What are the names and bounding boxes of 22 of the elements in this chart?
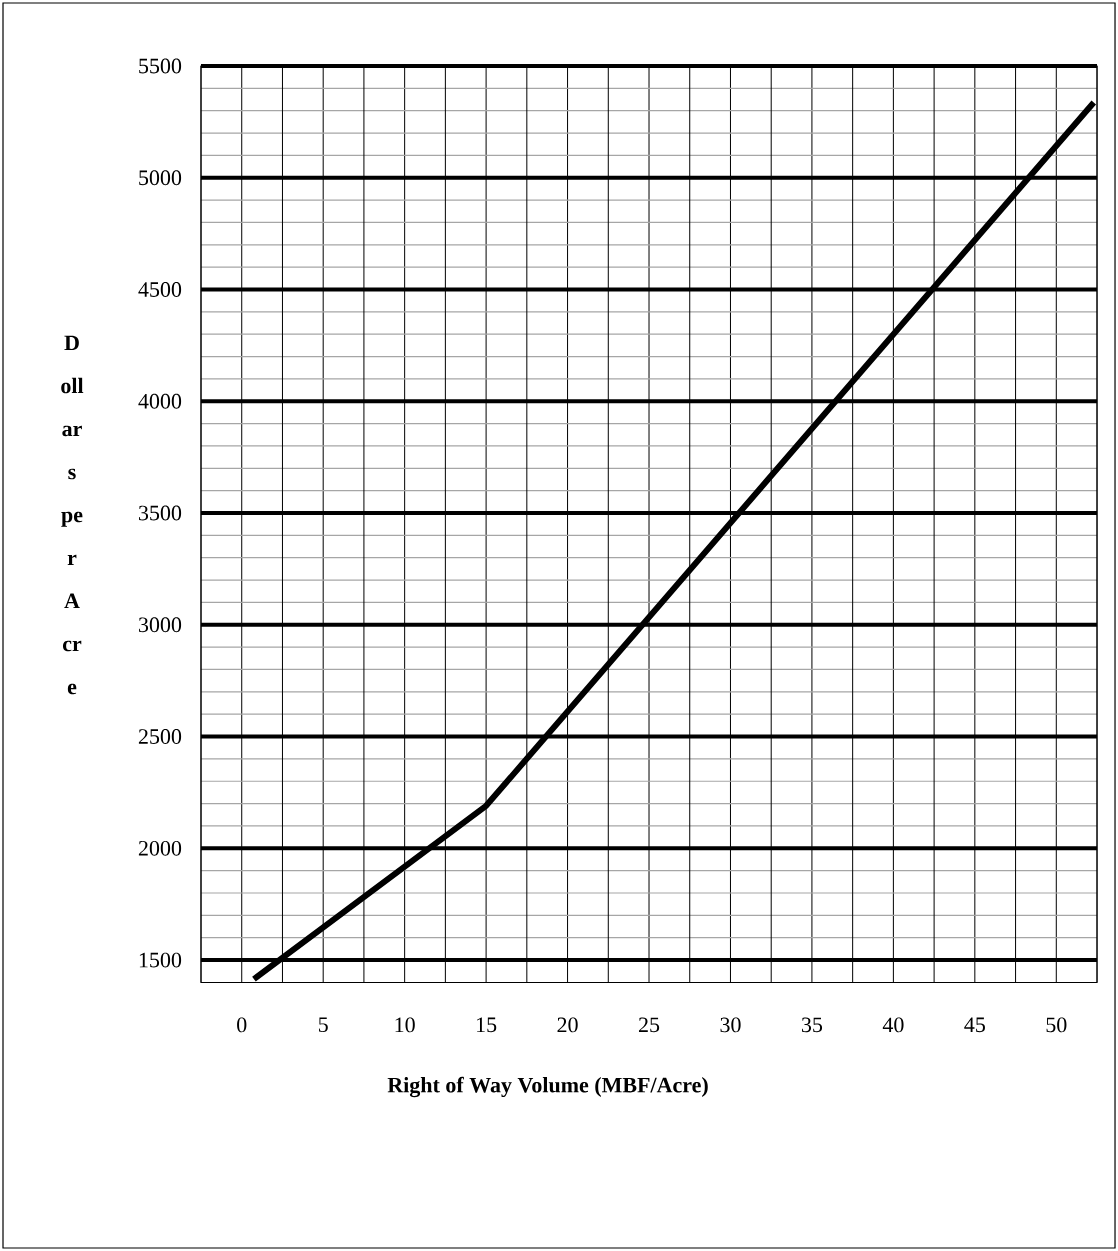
- x-tick-label: 0: [237, 1017, 247, 1033]
- x-axis-title: Right of Way Volume (MBF/Acre): [387, 1076, 708, 1098]
- x-tick-label: 10: [395, 1017, 415, 1033]
- y-tick-label: 2000: [138, 840, 182, 856]
- x-tick-label: 50: [1046, 1017, 1067, 1033]
- y-tick-label: 3500: [139, 505, 182, 521]
- y-tick-label: 1500: [139, 952, 182, 968]
- x-tick-label: 15: [477, 1017, 497, 1033]
- y-tick-label: 5000: [139, 170, 182, 186]
- y-tick-label: 3000: [139, 617, 182, 633]
- x-tick-label: 40: [882, 1017, 904, 1033]
- x-tick-label: 25: [638, 1017, 660, 1033]
- x-tick-label: 30: [720, 1017, 741, 1033]
- x-tick-label: 35: [801, 1017, 823, 1033]
- y-tick-label: 2500: [138, 729, 182, 744]
- text: Dollars per Acre: [61, 335, 84, 695]
- y-tick-label: 5500: [139, 58, 182, 74]
- x-tick-label: 20: [557, 1017, 578, 1033]
- x-tick-label: 45: [964, 1017, 985, 1033]
- y-tick-label: 4500: [138, 282, 182, 297]
- x-tick-label: 5: [318, 1017, 328, 1033]
- y-tick-label: 4000: [138, 393, 182, 409]
